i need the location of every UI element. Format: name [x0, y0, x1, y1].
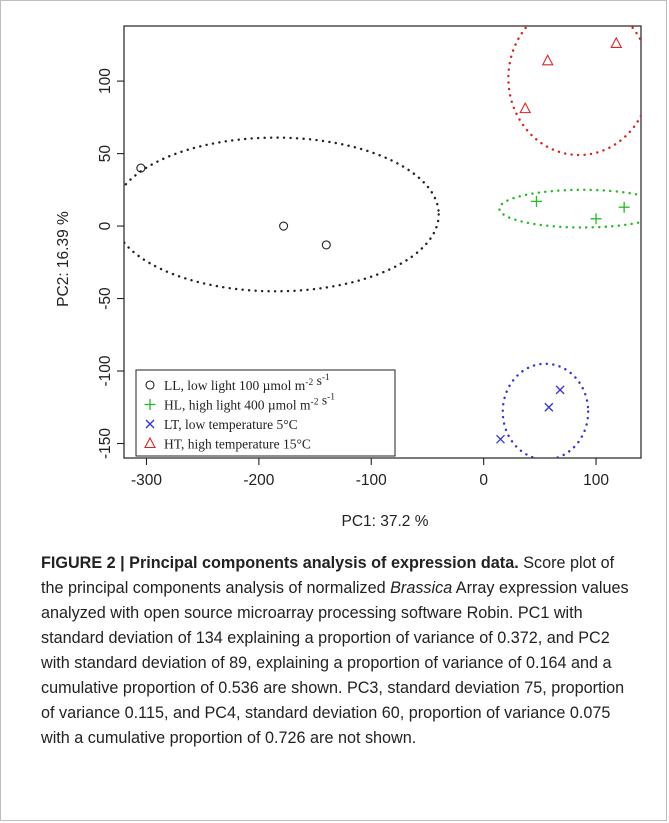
caption-text-1: Score plot of the principal components a… — [41, 554, 615, 597]
data-point-plus — [618, 201, 630, 213]
data-point-circle — [321, 240, 331, 250]
data-point-x — [496, 434, 505, 444]
caption-italic-term: Brassica — [390, 579, 453, 597]
cluster-ellipse-triangle — [507, 26, 641, 157]
caption-title: FIGURE 2 | Principal components analysis… — [41, 554, 519, 572]
legend: LL, low light 100 µmol m-2 s-1HL, high l… — [135, 369, 396, 457]
y-tick-label: -100 — [97, 355, 114, 386]
legend-entry-label: HT, high temperature 15°C — [164, 437, 311, 452]
x-tick-label: -100 — [356, 472, 387, 489]
y-tick-label: 100 — [97, 68, 114, 94]
axes: -300 -200 -100 0 100 -150 -100 -50 0 50 100 — [97, 25, 642, 489]
caption-text-2: Array expression values analyzed with op… — [41, 579, 629, 747]
data-point-circle — [136, 163, 146, 173]
legend-marker-x — [145, 419, 155, 429]
data-point-plus — [530, 195, 542, 207]
data-point-circle — [279, 221, 289, 231]
y-axis-label: PC2: 16.39 % — [55, 211, 72, 307]
y-tick-label: -150 — [97, 428, 114, 459]
y-tick-label: -50 — [97, 287, 114, 310]
pca-score-plot: -300 -200 -100 0 100 -150 -100 -50 0 50 100 LL, lo… — [55, 25, 642, 530]
data-point-triangle — [519, 101, 532, 114]
y-tick-label: 50 — [97, 145, 114, 163]
x-tick-label: 100 — [583, 472, 609, 489]
data-point-triangle — [610, 36, 623, 48]
data-point-triangle — [541, 54, 554, 66]
data-point-x — [544, 402, 554, 412]
x-tick-label: 0 — [479, 472, 488, 489]
cluster-ellipse-circle — [124, 136, 440, 293]
legend-marker-circle — [145, 380, 155, 390]
data-point-plus — [590, 213, 602, 225]
data-point-x — [555, 385, 565, 395]
x-tick-label: -200 — [243, 472, 274, 489]
x-tick-label: -300 — [131, 472, 162, 489]
legend-entry-label: HL, high light 400 µmol m-2 s-1 — [164, 393, 335, 413]
cluster-ellipse-x — [501, 362, 590, 458]
y-tick-label: 0 — [97, 221, 114, 230]
figure-caption: FIGURE 2 | Principal components analysis… — [41, 551, 641, 751]
data-points — [136, 36, 630, 444]
cluster-ellipses — [124, 26, 641, 458]
cluster-ellipse-plus — [498, 188, 641, 229]
legend-marker-triangle — [144, 436, 156, 449]
legend-box — [135, 369, 396, 457]
legend-entry-label: LT, low temperature 5°C — [164, 417, 298, 432]
legend-marker-plus — [144, 399, 156, 410]
legend-entry-label: LL, low light 100 µmol m-2 s-1 — [164, 373, 330, 393]
x-axis-label: PC1: 37.2 % — [341, 513, 428, 530]
